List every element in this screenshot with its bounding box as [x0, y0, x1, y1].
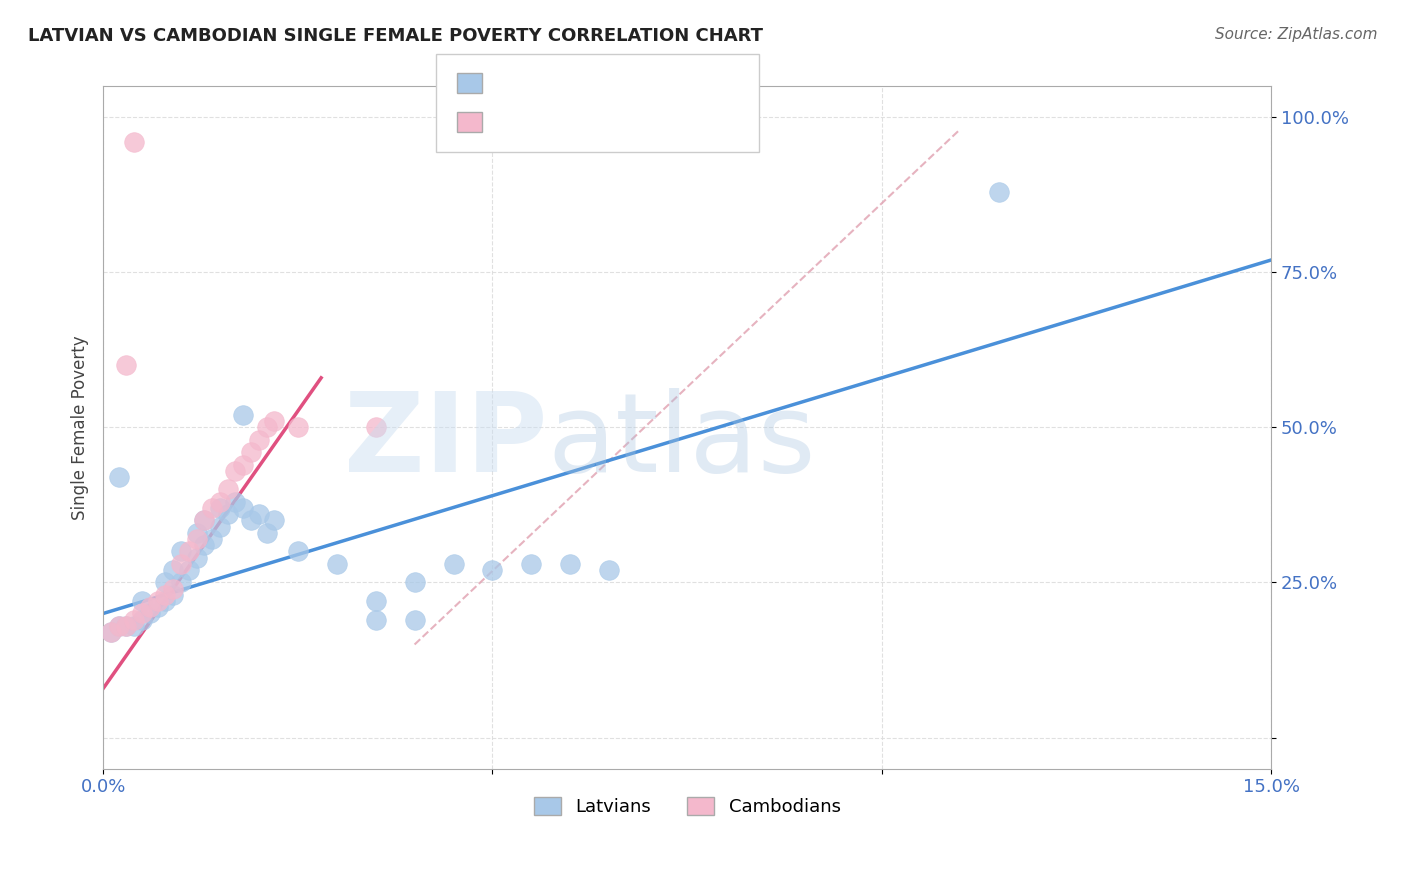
Point: [115, 619, 138, 633]
Point: [208, 519, 231, 533]
Point: [287, 420, 309, 434]
Point: [146, 600, 169, 615]
Point: [155, 588, 177, 602]
Text: Source: ZipAtlas.com: Source: ZipAtlas.com: [1215, 27, 1378, 42]
Point: [115, 359, 138, 373]
Point: [520, 557, 543, 571]
Point: [364, 594, 387, 608]
Point: [208, 501, 231, 516]
Point: [404, 613, 426, 627]
Point: [107, 619, 129, 633]
Point: [186, 532, 208, 546]
Text: atlas: atlas: [547, 388, 815, 494]
Point: [162, 588, 184, 602]
Point: [481, 563, 503, 577]
Text: R =  0.515   N = 43: R = 0.515 N = 43: [492, 74, 668, 92]
Point: [232, 458, 254, 472]
Point: [155, 575, 177, 590]
Point: [224, 464, 246, 478]
Point: [240, 445, 263, 459]
Point: [247, 433, 270, 447]
Legend: Latvians, Cambodians: Latvians, Cambodians: [526, 789, 848, 823]
Point: [139, 600, 162, 615]
Point: [107, 470, 129, 484]
Text: R =  0.655   N = 26: R = 0.655 N = 26: [492, 113, 668, 131]
Point: [193, 538, 215, 552]
Point: [170, 575, 193, 590]
Point: [263, 513, 285, 527]
Point: [201, 532, 224, 546]
Point: [124, 619, 146, 633]
Point: [232, 408, 254, 422]
Point: [201, 501, 224, 516]
Point: [155, 594, 177, 608]
Point: [115, 619, 138, 633]
Point: [177, 563, 200, 577]
Point: [560, 557, 582, 571]
Point: [139, 607, 162, 621]
Point: [598, 563, 620, 577]
Y-axis label: Single Female Poverty: Single Female Poverty: [72, 335, 89, 520]
Text: LATVIAN VS CAMBODIAN SINGLE FEMALE POVERTY CORRELATION CHART: LATVIAN VS CAMBODIAN SINGLE FEMALE POVER…: [28, 27, 763, 45]
Point: [987, 185, 1010, 199]
Point: [208, 495, 231, 509]
Point: [162, 582, 184, 596]
Point: [256, 525, 278, 540]
Point: [232, 501, 254, 516]
Point: [263, 414, 285, 428]
Point: [186, 525, 208, 540]
Point: [240, 513, 263, 527]
Point: [131, 613, 153, 627]
Point: [124, 613, 146, 627]
Point: [247, 508, 270, 522]
Point: [217, 483, 239, 497]
Point: [107, 619, 129, 633]
Point: [404, 575, 426, 590]
Point: [193, 513, 215, 527]
Point: [217, 508, 239, 522]
Point: [186, 550, 208, 565]
Point: [177, 544, 200, 558]
Point: [131, 607, 153, 621]
Point: [443, 557, 465, 571]
Point: [162, 563, 184, 577]
Point: [193, 513, 215, 527]
Point: [100, 625, 122, 640]
Point: [224, 495, 246, 509]
Point: [131, 594, 153, 608]
Text: ZIP: ZIP: [343, 388, 547, 494]
Point: [364, 420, 387, 434]
Point: [364, 613, 387, 627]
Point: [124, 135, 146, 149]
Point: [325, 557, 347, 571]
Point: [170, 557, 193, 571]
Point: [256, 420, 278, 434]
Point: [100, 625, 122, 640]
Point: [146, 594, 169, 608]
Point: [287, 544, 309, 558]
Point: [170, 544, 193, 558]
